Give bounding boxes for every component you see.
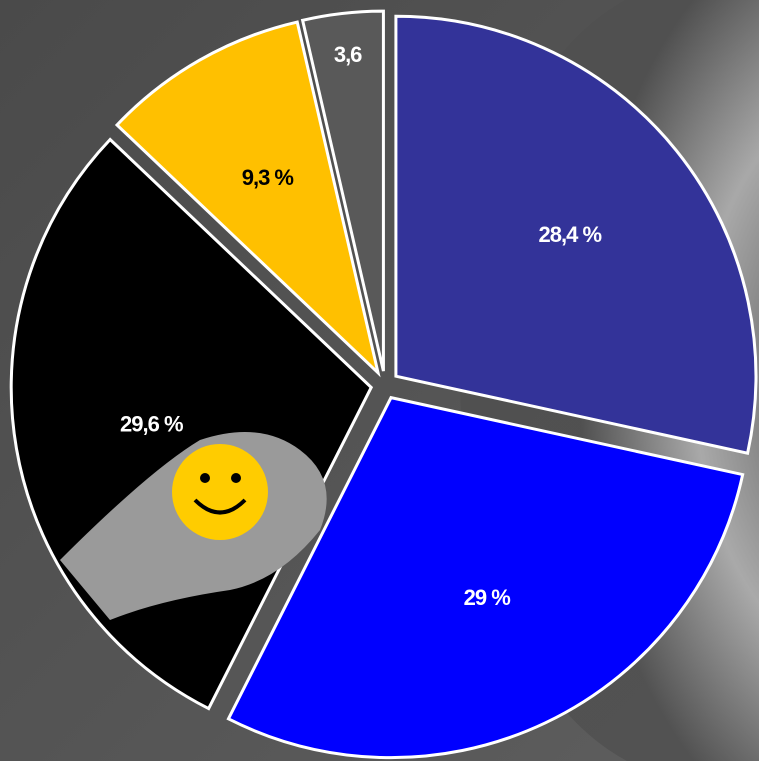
stress-ball-decoration [60, 432, 327, 620]
data-label: 9,3 % [242, 165, 294, 190]
data-label: 3,6 [334, 42, 362, 67]
data-label: 29,6 % [120, 411, 183, 436]
pie-slice [114, 20, 381, 378]
data-label: 28,4 % [539, 222, 602, 247]
pie-slice [226, 395, 745, 760]
pie-slice [300, 9, 385, 372]
data-label: 29 % [464, 585, 511, 610]
pie-slice [394, 14, 758, 455]
